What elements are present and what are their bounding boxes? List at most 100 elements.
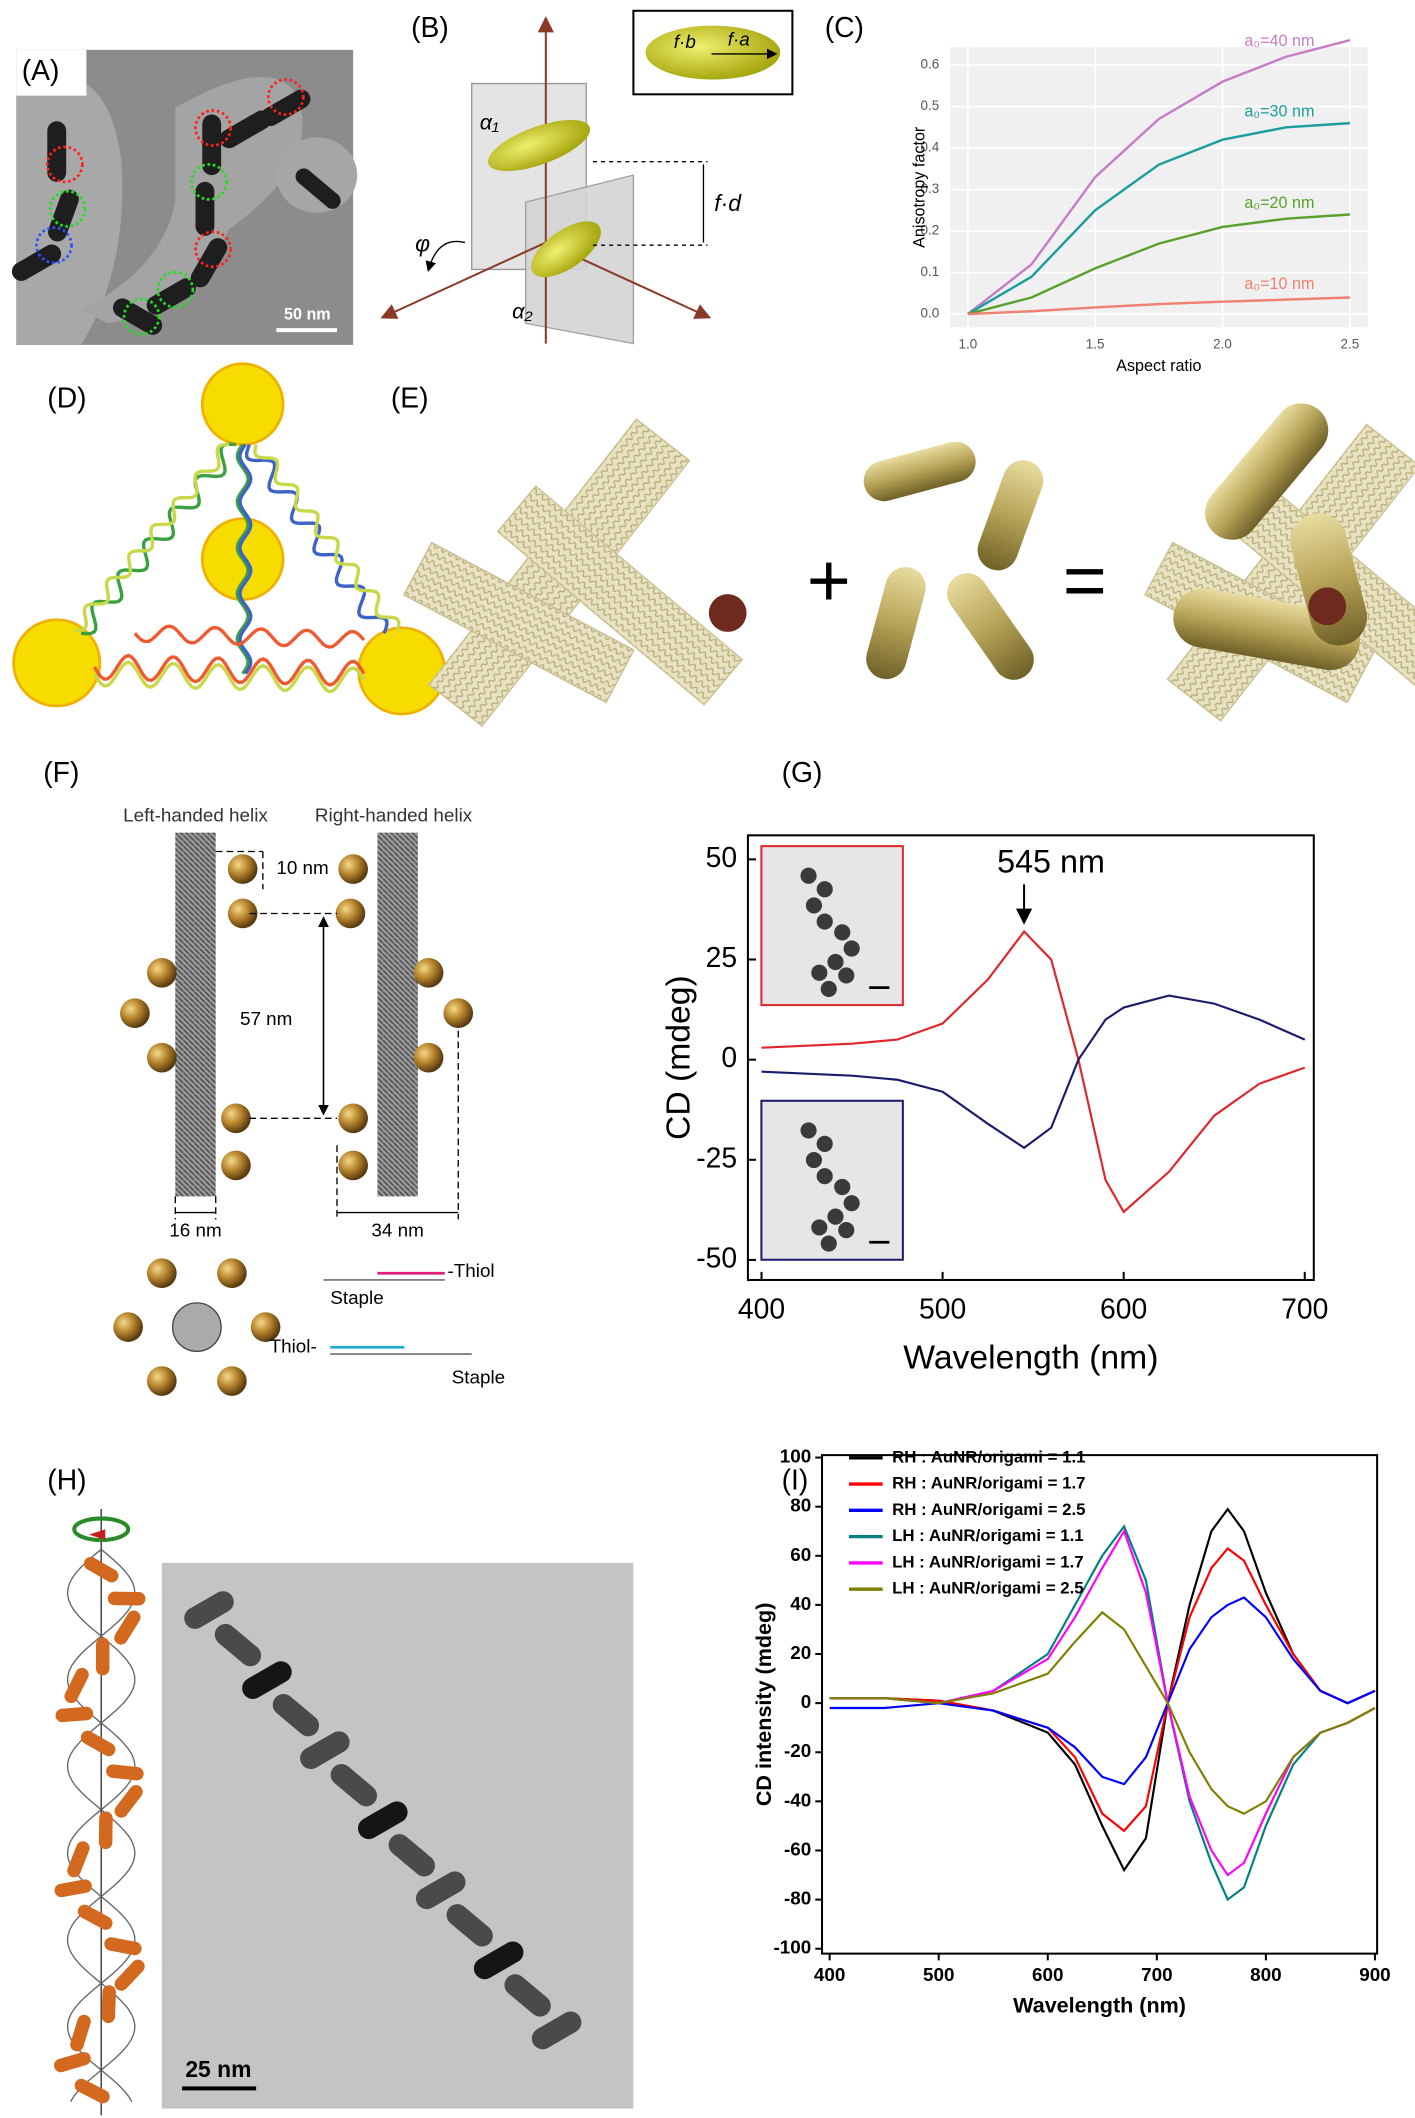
x-tick-label: 1.5 — [1086, 336, 1105, 351]
label: f·d — [714, 190, 742, 216]
nanorod — [106, 1764, 144, 1781]
nanorod — [114, 1785, 143, 1818]
plot-area — [950, 47, 1368, 328]
rotation-arrow — [89, 1529, 106, 1540]
inset-particle — [827, 953, 844, 971]
inset-particle — [820, 980, 837, 998]
label: 34 nm — [371, 1219, 423, 1240]
dna-strand — [74, 442, 230, 633]
bundle-section — [171, 1302, 222, 1353]
y-tick-label: 0 — [721, 1041, 737, 1073]
inset-particle — [834, 924, 851, 941]
panel-label: (F) — [43, 756, 79, 788]
y-tick-label: -100 — [773, 1937, 811, 1958]
inset-particle — [811, 1219, 828, 1236]
tem-rod — [358, 1801, 408, 1840]
x-tick-label: 400 — [738, 1292, 785, 1324]
rotation — [72, 1516, 131, 1543]
nanorod — [80, 1730, 116, 1757]
series-label: a₀=10 nm — [1244, 275, 1314, 293]
ellipsoid — [488, 119, 591, 172]
legend-label: RH : AuNR/origami = 1.1 — [892, 1447, 1085, 1466]
nanorod — [70, 2014, 91, 2052]
inset-particle — [827, 1208, 844, 1225]
annotation: 545 nm — [997, 844, 1105, 880]
panel-d: (D) — [12, 362, 447, 716]
panel-b: (B) f·d α₁ α₂ φ f·b f·a — [380, 9, 794, 345]
panel-e: (E) + = — [391, 382, 1415, 728]
tem-rod — [330, 1764, 377, 1807]
markers — [35, 78, 305, 336]
tem-rod — [272, 1693, 320, 1737]
legend-label: LH : AuNR/origami = 2.5 — [892, 1579, 1084, 1598]
dna-strand — [93, 660, 366, 694]
series-line — [967, 121, 1350, 316]
inset-particle — [838, 967, 855, 984]
y-tick-label: 0.4 — [921, 140, 940, 155]
series-label: a₀=30 nm — [1244, 103, 1314, 121]
nanorod — [98, 1811, 113, 1850]
panel-f: (F) Left-handed helix Right-handed helix… — [43, 756, 505, 1396]
inset-particle — [816, 1168, 833, 1185]
tem-rod — [473, 1941, 524, 1980]
label: f·a — [728, 28, 750, 49]
plot-area — [821, 1454, 1379, 1955]
x-tick-label: 400 — [814, 1964, 845, 1985]
legend-label: LH : AuNR/origami = 1.7 — [892, 1552, 1084, 1571]
y-tick-label: -80 — [784, 1888, 811, 1909]
y-tick-label: -50 — [696, 1241, 737, 1273]
inset-particle — [805, 897, 823, 914]
y-tick-label: 50 — [706, 841, 737, 873]
inset-particle — [805, 1151, 823, 1169]
film — [276, 137, 358, 213]
label: φ — [415, 230, 430, 256]
legend-label: RH : AuNR/origami = 1.7 — [892, 1474, 1085, 1493]
dna-strand — [244, 444, 389, 634]
y-tick-label: 80 — [790, 1495, 811, 1516]
gold-rods — [863, 441, 1044, 680]
label: Staple — [330, 1287, 383, 1308]
x-tick-label: 700 — [1141, 1964, 1172, 1985]
y-tick-label: 40 — [790, 1593, 811, 1614]
x-axis-label: Wavelength (nm) — [903, 1339, 1158, 1376]
panel-label: (E) — [391, 382, 429, 414]
legend-label: LH : AuNR/origami = 1.1 — [892, 1526, 1084, 1545]
rods — [11, 89, 341, 335]
series-line — [761, 994, 1306, 1150]
operator: = — [1063, 538, 1107, 622]
ellipsoid — [645, 25, 781, 80]
nanorod — [107, 1591, 146, 1606]
label: 10 nm — [276, 857, 328, 878]
label: Staple — [452, 1366, 505, 1387]
x-tick-label: 2.5 — [1340, 336, 1359, 351]
inset-particle — [816, 1135, 833, 1152]
x-tick-label: 700 — [1281, 1292, 1328, 1324]
y-tick-label: 100 — [780, 1446, 811, 1467]
scale-label: 50 nm — [284, 306, 331, 324]
panel-h: (H) 25 nm — [47, 1464, 634, 2116]
panel-label: (A) — [22, 54, 60, 86]
nanorod — [55, 1706, 94, 1723]
dna-strand — [133, 624, 366, 649]
y-axis-label: CD intensity (mdeg) — [751, 1603, 776, 1807]
nanoparticles — [120, 854, 474, 1181]
axis — [380, 241, 547, 319]
tem-rod — [184, 1591, 234, 1629]
x-tick-label: 2.0 — [1213, 336, 1232, 351]
y-tick-label: -60 — [784, 1838, 811, 1859]
x-tick-label: 500 — [919, 1292, 966, 1324]
tem-rod — [388, 1834, 435, 1877]
y-tick-label: -20 — [784, 1740, 811, 1761]
inset-particle — [800, 1122, 817, 1139]
plot-area — [746, 834, 1315, 1281]
legend-label: RH : AuNR/origami = 2.5 — [892, 1500, 1085, 1519]
inset-image — [760, 845, 904, 1007]
nanorod — [54, 1879, 92, 1898]
tem-rod — [415, 1871, 466, 1910]
x-tick-label: 800 — [1250, 1964, 1281, 1985]
y-axis-label: Anisotropy factor — [911, 126, 929, 248]
panel-label: (G) — [782, 756, 823, 788]
nanorod — [77, 1904, 113, 1930]
nanorod — [101, 1985, 116, 2024]
